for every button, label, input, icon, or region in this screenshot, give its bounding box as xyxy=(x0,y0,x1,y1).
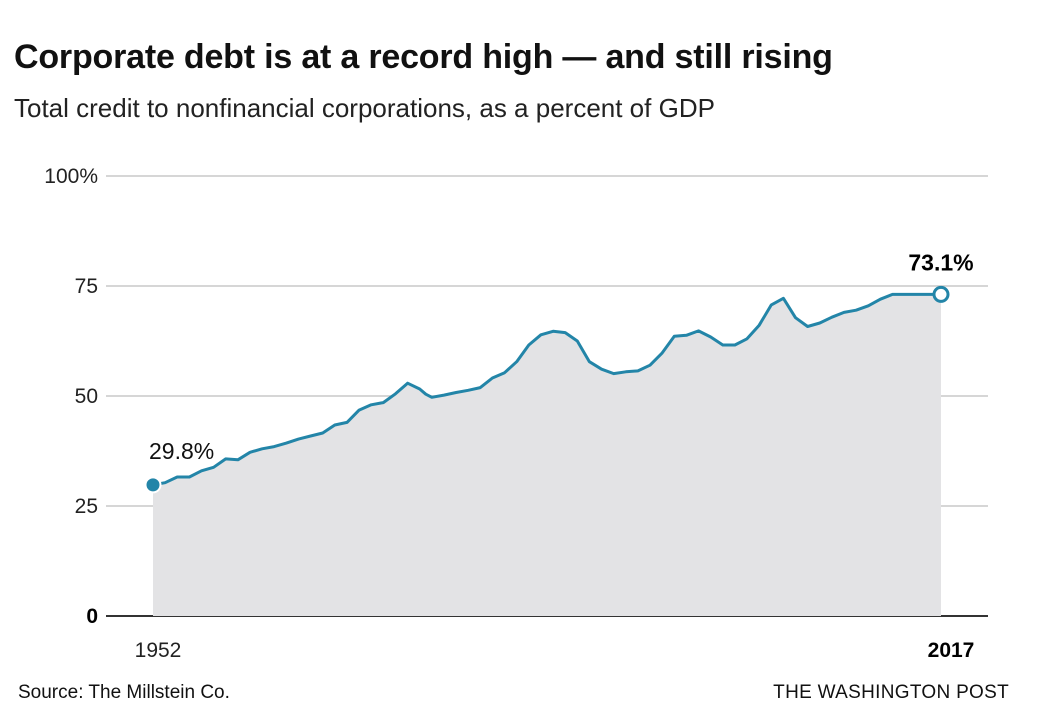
y-tick-label: 25 xyxy=(75,495,98,518)
start-value-label: 29.8% xyxy=(149,438,214,464)
start-point-marker xyxy=(144,476,162,494)
end-point-marker xyxy=(932,285,950,303)
chart-subtitle: Total credit to nonfinancial corporation… xyxy=(14,93,715,123)
y-tick-label: 100% xyxy=(44,165,98,188)
y-tick-label: 75 xyxy=(75,275,98,298)
y-tick-label: 50 xyxy=(75,385,98,408)
x-tick-label: 2017 xyxy=(928,639,975,662)
source-note: Source: The Millstein Co. xyxy=(18,682,230,703)
y-tick-label: 0 xyxy=(86,605,98,628)
series-line xyxy=(151,292,943,487)
publisher-credit: THE WASHINGTON POST xyxy=(773,682,1009,703)
end-value-label: 73.1% xyxy=(908,249,973,275)
area-fill xyxy=(153,294,941,616)
chart-title: Corporate debt is at a record high — and… xyxy=(14,38,833,76)
x-tick-label: 1952 xyxy=(135,639,182,662)
